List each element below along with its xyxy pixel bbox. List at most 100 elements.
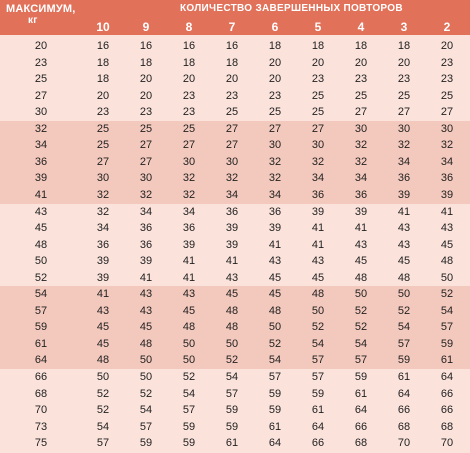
reps-weight-cell: 23	[440, 73, 454, 86]
reps-weight-cell: 36	[354, 188, 368, 201]
reps-weight-cell: 48	[182, 321, 196, 334]
reps-weight-cell: 66	[440, 404, 454, 417]
reps-weight-cell: 52	[225, 354, 239, 367]
reps-weight-cell: 57	[311, 354, 325, 367]
reps-weight-cell: 23	[139, 106, 153, 119]
reps-weight-cell: 64	[440, 371, 454, 383]
reps-weight-cell: 66	[311, 437, 325, 450]
max-weight-cell: 73	[34, 420, 48, 433]
reps-weight-cell: 23	[311, 73, 325, 86]
table-row: 57 43 43 45 48 48 50 52 52 54	[0, 303, 470, 320]
reps-weight-cell: 45	[139, 321, 153, 334]
max-column-header: МАКСИМУМ, кг	[6, 3, 76, 27]
reps-weight-cell: 30	[96, 172, 110, 185]
reps-column-header: 9	[142, 20, 150, 34]
reps-weight-cell: 25	[397, 89, 411, 102]
max-weight-cell: 64	[34, 354, 48, 367]
max-weight-cell: 66	[34, 371, 48, 383]
reps-weight-cell: 16	[225, 40, 239, 52]
reps-weight-cell: 54	[397, 321, 411, 334]
reps-weight-cell: 20	[139, 89, 153, 102]
reps-weight-cell: 43	[268, 255, 282, 268]
reps-weight-cell: 32	[354, 155, 368, 168]
max-weight-cell: 43	[34, 205, 48, 218]
table-row: 54 41 43 43 45 45 48 50 50 52	[0, 286, 470, 303]
reps-weight-cell: 30	[440, 122, 454, 135]
reps-weight-cell: 43	[139, 288, 153, 301]
reps-weight-cell: 50	[354, 288, 368, 301]
table-row: 75 57 59 59 61 64 66 68 70 70	[0, 435, 470, 452]
reps-weight-cell: 54	[311, 337, 325, 350]
reps-weight-cell: 36	[96, 238, 110, 251]
max-weight-cell: 70	[34, 404, 48, 417]
reps-weight-cell: 16	[182, 40, 196, 52]
reps-weight-cell: 64	[354, 404, 368, 417]
max-weight-cell: 39	[34, 172, 48, 185]
row-group: 32 25 25 25 27 27 27 30 30 30 34 25 27 27 27 30 30 32 32 32…	[0, 120, 470, 204]
reps-weight-cell: 25	[96, 122, 110, 135]
reps-weight-cell: 61	[397, 371, 411, 383]
reps-weight-cell: 41	[268, 238, 282, 251]
reps-weight-cell: 59	[225, 404, 239, 417]
reps-weight-cell: 50	[139, 371, 153, 383]
reps-weight-cell: 50	[311, 304, 325, 317]
reps-weight-cell: 18	[182, 56, 196, 69]
reps-weight-cell: 16	[139, 40, 153, 52]
reps-weight-cell: 36	[440, 172, 454, 185]
reps-weight-cell: 50	[225, 337, 239, 350]
max-weight-cell: 41	[34, 188, 48, 201]
reps-weight-cell: 25	[182, 122, 196, 135]
reps-weight-cell: 36	[182, 222, 196, 235]
reps-weight-cell: 18	[96, 56, 110, 69]
reps-weight-cell: 23	[182, 106, 196, 119]
reps-weight-cell: 34	[311, 172, 325, 185]
reps-column-header: 7	[228, 20, 236, 34]
reps-weight-cell: 27	[139, 155, 153, 168]
reps-weight-cell: 18	[354, 40, 368, 52]
reps-weight-cell: 39	[440, 188, 454, 201]
reps-weight-cell: 43	[225, 271, 239, 284]
reps-weight-cell: 52	[268, 337, 282, 350]
reps-weight-cell: 30	[225, 155, 239, 168]
reps-weight-cell: 48	[225, 304, 239, 317]
reps-weight-cell: 57	[440, 321, 454, 334]
row-group: 66 50 50 52 54 57 57 59 61 64 68 52 52 54 57 59 59 61 64 66…	[0, 369, 470, 452]
reps-weight-cell: 43	[311, 255, 325, 268]
reps-weight-cell: 50	[268, 321, 282, 334]
reps-weight-cell: 52	[397, 304, 411, 317]
reps-weight-cell: 61	[440, 354, 454, 367]
reps-weight-cell: 59	[268, 387, 282, 400]
reps-weight-cell: 32	[96, 188, 110, 201]
table-row: 25 18 20 20 20 20 23 23 23 23	[0, 71, 470, 88]
reps-weight-cell: 20	[139, 73, 153, 86]
reps-weight-cell: 68	[440, 420, 454, 433]
reps-weight-cell: 20	[268, 56, 282, 69]
reps-weight-cell: 50	[182, 354, 196, 367]
reps-weight-cell: 48	[225, 321, 239, 334]
table-row: 50 39 39 41 41 43 43 45 45 48	[0, 253, 470, 270]
reps-weight-cell: 36	[139, 222, 153, 235]
reps-weight-cell: 34	[397, 155, 411, 168]
reps-weight-cell: 32	[311, 155, 325, 168]
reps-weight-cell: 27	[354, 106, 368, 119]
reps-weight-cell: 39	[311, 205, 325, 218]
reps-weight-cell: 34	[440, 155, 454, 168]
reps-weight-cell: 41	[139, 271, 153, 284]
reps-weight-cell: 61	[311, 404, 325, 417]
row-group: 43 32 34 34 36 36 39 39 41 41 45 34 36 36 39 39 41 41 43 43…	[0, 203, 470, 287]
reps-weight-cell: 45	[96, 337, 110, 350]
reps-weight-cell: 36	[268, 205, 282, 218]
reps-weight-cell: 50	[96, 371, 110, 383]
reps-weight-cell: 59	[182, 420, 196, 433]
reps-weight-cell: 39	[96, 255, 110, 268]
reps-weight-cell: 48	[96, 354, 110, 367]
reps-weight-cell: 41	[311, 222, 325, 235]
reps-weight-cell: 36	[311, 188, 325, 201]
reps-weight-cell: 30	[268, 139, 282, 152]
reps-weight-cell: 66	[440, 387, 454, 400]
reps-weight-cell: 57	[397, 337, 411, 350]
reps-weight-cell: 20	[96, 89, 110, 102]
max-weight-cell: 27	[34, 89, 48, 102]
reps-weight-cell: 18	[139, 56, 153, 69]
reps-weight-cell: 59	[311, 387, 325, 400]
